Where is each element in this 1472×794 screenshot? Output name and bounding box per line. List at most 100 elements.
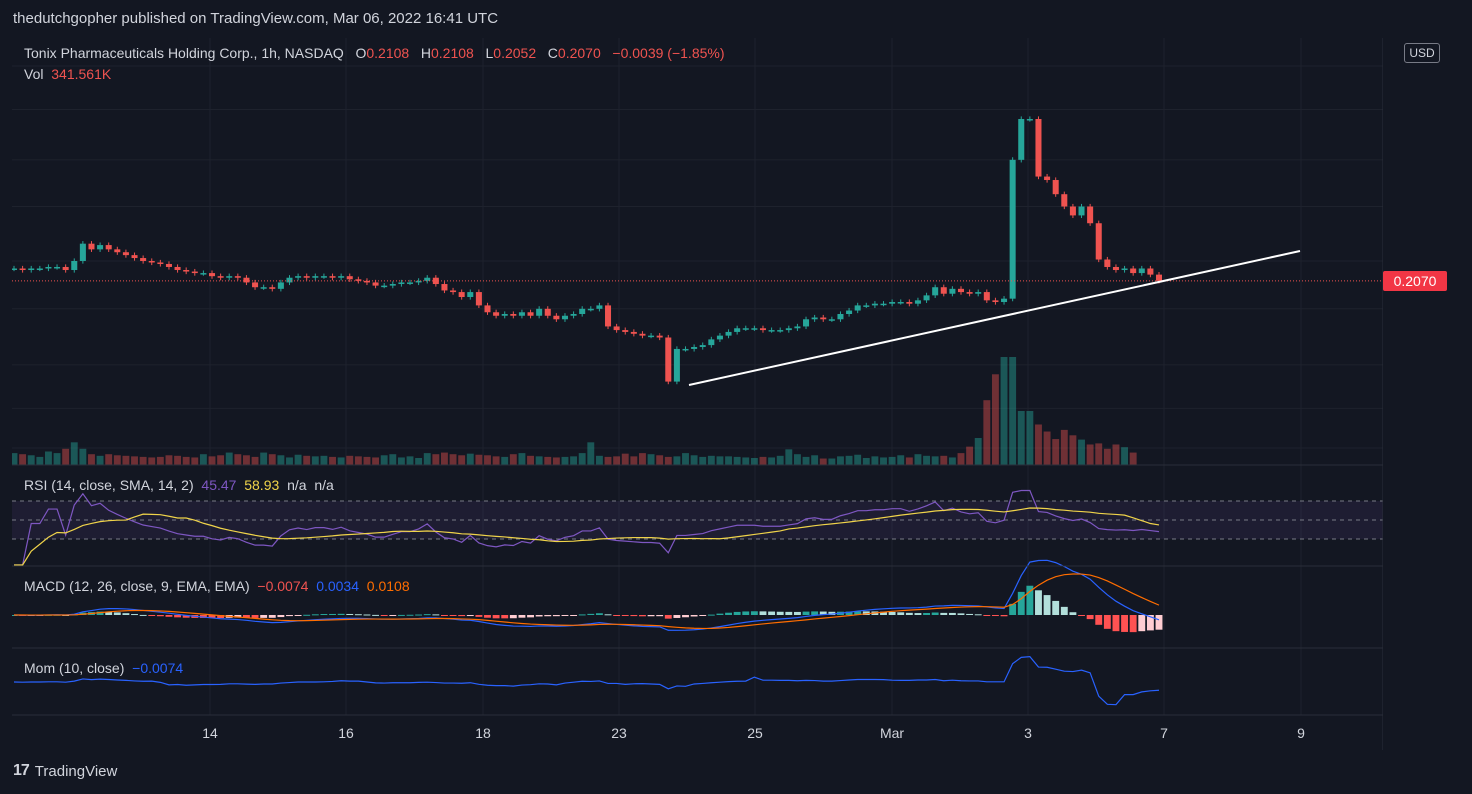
candle-body xyxy=(243,277,250,283)
candle-body xyxy=(372,282,379,286)
candle-body xyxy=(691,347,698,349)
candle-body xyxy=(312,276,319,278)
symbol-title: Tonix Pharmaceuticals Holding Corp., 1h,… xyxy=(24,45,344,61)
volume-bar xyxy=(957,453,965,465)
candle-body xyxy=(122,252,129,256)
volume-bar xyxy=(380,455,388,465)
volume-bar xyxy=(1112,444,1120,465)
macd-histogram-bar xyxy=(664,615,672,619)
macd-histogram-bar xyxy=(991,615,999,617)
volume-bar xyxy=(656,455,664,465)
l-label: L xyxy=(485,45,494,61)
volume-bar xyxy=(690,455,698,465)
macd-histogram-bar xyxy=(888,611,896,615)
candle-body xyxy=(415,280,422,283)
last-price-tag: 0.2070 xyxy=(1383,271,1447,291)
volume-bar xyxy=(759,456,767,465)
tv-logo-icon: 17 xyxy=(13,762,30,779)
volume-bar xyxy=(578,453,586,465)
volume-bar xyxy=(707,455,715,465)
price-chart[interactable]: 0.40000.35000.30000.26000.22000.19000.16… xyxy=(12,38,1383,750)
candle-body xyxy=(957,288,965,293)
volume-bar xyxy=(286,457,293,465)
candle-body xyxy=(1044,176,1051,181)
macd-histogram-bar xyxy=(707,614,715,616)
candle-body xyxy=(493,312,500,316)
macd-histogram-bar xyxy=(509,615,517,619)
macd-histogram-bar xyxy=(570,615,578,616)
volume-bar xyxy=(905,457,913,465)
candle-body xyxy=(303,276,310,278)
volume-bar xyxy=(828,458,836,465)
chart-background xyxy=(12,38,1383,750)
candle-body xyxy=(587,308,594,311)
tradingview-logo[interactable]: 17 TradingView xyxy=(13,762,117,780)
volume-bar xyxy=(372,457,380,465)
candle-body xyxy=(441,284,448,291)
volume-bar xyxy=(837,456,844,465)
candle-body xyxy=(450,290,457,293)
volume-bar xyxy=(725,456,732,465)
candle-body xyxy=(277,282,284,289)
currency-button[interactable]: USD xyxy=(1404,43,1440,63)
macd-histogram-bar xyxy=(458,615,466,617)
candle-body xyxy=(579,308,586,315)
volume-bar xyxy=(966,446,974,465)
candle-body xyxy=(286,277,293,283)
candle-body xyxy=(518,312,525,316)
volume-bar xyxy=(268,454,276,465)
candle-body xyxy=(553,315,560,320)
macd-histogram-bar xyxy=(750,611,758,615)
volume-bar xyxy=(1086,444,1094,465)
volume-bar xyxy=(148,457,156,465)
candle-body xyxy=(217,276,224,278)
macd-histogram-bar xyxy=(544,615,552,617)
macd-histogram-bar xyxy=(1060,606,1068,615)
candle-body xyxy=(62,266,69,271)
volume-bar xyxy=(845,455,853,465)
macd-histogram-bar xyxy=(776,611,784,615)
volume-bar xyxy=(1043,431,1051,465)
macd-histogram-bar xyxy=(329,613,336,615)
macd-hist-value: −0.0074 xyxy=(257,578,309,594)
volume-bar xyxy=(613,456,621,465)
momentum-pane xyxy=(13,655,1160,706)
main-legend: Tonix Pharmaceuticals Holding Corp., 1h,… xyxy=(24,45,725,61)
volume-bar xyxy=(1052,439,1060,465)
candle-body xyxy=(389,284,396,286)
volume-bar xyxy=(923,455,930,465)
macd-histogram-bar xyxy=(802,611,810,615)
candle-body xyxy=(897,302,904,304)
macd-histogram-bar xyxy=(148,615,156,616)
trendline[interactable] xyxy=(688,250,1301,386)
volume-bar xyxy=(458,455,466,465)
mom-value: −0.0074 xyxy=(132,660,184,676)
candle-body xyxy=(708,339,715,346)
candle-body xyxy=(759,328,766,331)
volume-bar xyxy=(182,456,190,465)
volume-bar xyxy=(742,457,750,465)
candle-body xyxy=(54,266,61,269)
volume-bar xyxy=(432,454,440,465)
macd-histogram-bar xyxy=(243,615,250,618)
macd-histogram-bar xyxy=(768,611,776,615)
volume-bar xyxy=(1009,357,1017,465)
candle-body xyxy=(596,305,603,309)
macd-histogram-bar xyxy=(1078,615,1085,616)
candle-body xyxy=(820,317,827,320)
macd-histogram-bar xyxy=(96,611,104,615)
candle-body xyxy=(923,295,930,301)
candle-body xyxy=(234,276,241,278)
candle-body xyxy=(295,276,302,278)
macd-histogram-bar xyxy=(647,615,655,617)
time-axis[interactable]: 14 16 18 23 25 Mar 3 7 9 xyxy=(202,725,1305,741)
macd-histogram-bar xyxy=(182,615,190,618)
macd-histogram-bar xyxy=(303,614,311,616)
macd-histogram-bar xyxy=(1155,615,1163,630)
candle-body xyxy=(751,328,758,330)
volume-bar xyxy=(165,455,173,465)
volume-bar xyxy=(1103,448,1111,465)
macd-histogram-bar xyxy=(131,614,138,616)
candle-body xyxy=(983,292,990,301)
candle-body xyxy=(36,268,43,270)
